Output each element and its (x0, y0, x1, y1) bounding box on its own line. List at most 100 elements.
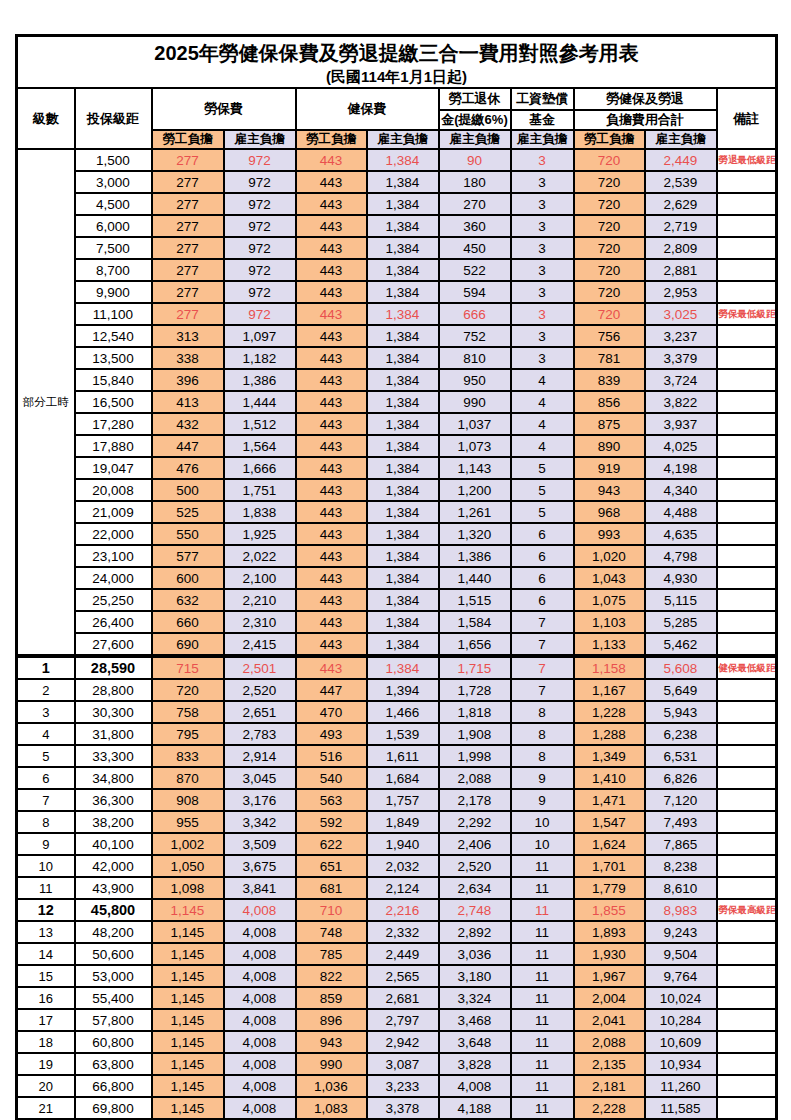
health-employee-cell: 651 (296, 855, 367, 877)
bracket-cell: 63,800 (75, 1053, 152, 1075)
total-employer-cell: 6,238 (645, 723, 717, 745)
table-row: 4,5002779724431,38427037202,629 (17, 193, 777, 215)
labor-employer-cell: 2,100 (224, 567, 296, 589)
table-row: 634,8008703,0455401,6842,08891,4106,826 (17, 767, 777, 789)
labor-employee-cell: 955 (152, 811, 224, 833)
level-cell: 11 (17, 877, 75, 899)
labor-employer-cell: 972 (224, 237, 296, 259)
pension-employer-cell: 1,584 (439, 611, 511, 633)
table-row: 736,3009083,1765631,7572,17891,4717,120 (17, 789, 777, 811)
table-row: 533,3008332,9145161,6111,99881,3496,531 (17, 745, 777, 767)
total-employee-cell: 2,088 (574, 1031, 645, 1053)
wage-fund-employer-cell: 3 (511, 171, 574, 193)
table-row: 128,5907152,5014431,3841,71571,1585,608健… (17, 656, 777, 679)
wage-fund-employer-cell: 11 (511, 1075, 574, 1097)
bracket-cell: 21,009 (75, 501, 152, 523)
col-header-health-insurance: 健保費 (296, 88, 439, 130)
total-employee-cell: 1,779 (574, 877, 645, 899)
total-employer-cell: 7,493 (645, 811, 717, 833)
labor-employee-cell: 1,145 (152, 1031, 224, 1053)
health-employee-cell: 443 (296, 479, 367, 501)
wage-fund-employer-cell: 9 (511, 767, 574, 789)
wage-fund-employer-cell: 5 (511, 479, 574, 501)
wage-fund-employer-cell: 10 (511, 811, 574, 833)
wage-fund-employer-cell: 7 (511, 633, 574, 656)
labor-employer-cell: 1,925 (224, 523, 296, 545)
health-employer-cell: 2,449 (367, 943, 439, 965)
level-cell: 15 (17, 965, 75, 987)
health-employee-cell: 785 (296, 943, 367, 965)
labor-employer-cell: 4,008 (224, 899, 296, 921)
health-employer-cell: 2,565 (367, 965, 439, 987)
labor-employer-cell: 4,008 (224, 1097, 296, 1120)
pension-employer-cell: 1,320 (439, 523, 511, 545)
table-body: 部分工時1,5002779724431,3849037202,449勞退最低級距… (17, 149, 777, 1120)
page-subtitle: (民國114年1月1日起) (18, 67, 775, 86)
health-employee-cell: 516 (296, 745, 367, 767)
remark-cell (717, 193, 777, 215)
subheader-labor-employee-share: 勞工負擔 (152, 130, 224, 149)
pension-employer-cell: 752 (439, 325, 511, 347)
total-employee-cell: 1,893 (574, 921, 645, 943)
total-employee-cell: 1,075 (574, 589, 645, 611)
subheader-pension-employer-share: 雇主負擔 (439, 130, 511, 149)
labor-employer-cell: 2,415 (224, 633, 296, 656)
total-employer-cell: 3,379 (645, 347, 717, 369)
total-employee-cell: 2,004 (574, 987, 645, 1009)
labor-employee-cell: 396 (152, 369, 224, 391)
wage-fund-employer-cell: 11 (511, 855, 574, 877)
remark-cell (717, 413, 777, 435)
wage-fund-employer-cell: 3 (511, 149, 574, 171)
labor-employer-cell: 3,045 (224, 767, 296, 789)
labor-employee-cell: 908 (152, 789, 224, 811)
level-cell: 8 (17, 811, 75, 833)
table-row: 15,8403961,3864431,38495048393,724 (17, 369, 777, 391)
pension-employer-cell: 2,178 (439, 789, 511, 811)
bracket-cell: 1,500 (75, 149, 152, 171)
labor-employer-cell: 972 (224, 149, 296, 171)
labor-employee-cell: 413 (152, 391, 224, 413)
remark-cell (717, 611, 777, 633)
total-employee-cell: 720 (574, 237, 645, 259)
labor-employer-cell: 972 (224, 281, 296, 303)
wage-fund-employer-cell: 3 (511, 281, 574, 303)
health-employee-cell: 443 (296, 325, 367, 347)
health-employee-cell: 443 (296, 281, 367, 303)
total-employee-cell: 720 (574, 259, 645, 281)
bracket-cell: 9,900 (75, 281, 152, 303)
total-employer-cell: 10,609 (645, 1031, 717, 1053)
level-cell: 6 (17, 767, 75, 789)
labor-employer-cell: 2,651 (224, 701, 296, 723)
health-employer-cell: 2,332 (367, 921, 439, 943)
wage-fund-employer-cell: 4 (511, 369, 574, 391)
wage-fund-employer-cell: 4 (511, 413, 574, 435)
bracket-cell: 53,000 (75, 965, 152, 987)
labor-employer-cell: 3,841 (224, 877, 296, 899)
pension-employer-cell: 1,261 (439, 501, 511, 523)
labor-employer-cell: 972 (224, 215, 296, 237)
table-row: 27,6006902,4154431,3841,65671,1335,462 (17, 633, 777, 656)
col-header-level: 級數 (17, 88, 75, 149)
total-employer-cell: 7,865 (645, 833, 717, 855)
total-employee-cell: 1,103 (574, 611, 645, 633)
health-employer-cell: 2,124 (367, 877, 439, 899)
health-employee-cell: 493 (296, 723, 367, 745)
remark-cell (717, 523, 777, 545)
labor-employer-cell: 2,783 (224, 723, 296, 745)
pension-employer-cell: 1,200 (439, 479, 511, 501)
labor-employer-cell: 2,520 (224, 679, 296, 701)
remark-cell (717, 833, 777, 855)
health-employer-cell: 1,384 (367, 435, 439, 457)
bracket-cell: 60,800 (75, 1031, 152, 1053)
pension-employer-cell: 950 (439, 369, 511, 391)
total-employee-cell: 993 (574, 523, 645, 545)
total-employee-cell: 756 (574, 325, 645, 347)
total-employer-cell: 5,285 (645, 611, 717, 633)
bracket-cell: 43,900 (75, 877, 152, 899)
col-header-bracket: 投保級距 (75, 88, 152, 149)
table-row: 228,8007202,5204471,3941,72871,1675,649 (17, 679, 777, 701)
bracket-cell: 13,500 (75, 347, 152, 369)
remark-cell (717, 545, 777, 567)
health-employer-cell: 1,384 (367, 149, 439, 171)
health-employer-cell: 1,384 (367, 215, 439, 237)
